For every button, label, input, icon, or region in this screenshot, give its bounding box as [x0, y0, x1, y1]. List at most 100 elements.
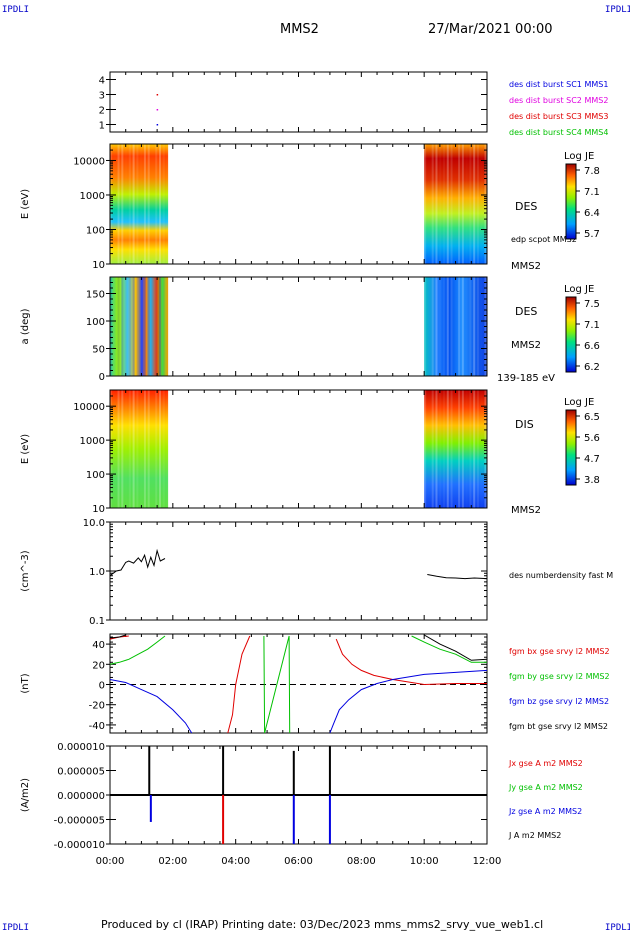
- dis-energy-texture-stripe: [140, 390, 142, 508]
- panel-frame-0: [109, 71, 488, 133]
- des-energy-texture-stripe: [450, 144, 453, 264]
- des-energy-texture-stripe: [431, 144, 434, 264]
- des-pitch-texture-stripe: [132, 277, 135, 376]
- des-pitch-texture-stripe: [155, 277, 158, 376]
- dis-energy-texture-stripe: [162, 390, 165, 508]
- des-energy-texture-stripe: [466, 144, 468, 264]
- corner-label-top-left: IPDLI: [2, 5, 30, 15]
- bfield-series-line: [227, 635, 251, 734]
- des-energy-texture-stripe: [476, 144, 479, 264]
- des-pitch-texture-stripe: [147, 277, 150, 376]
- burst-legend-entry: des dist burst SC3 MMS3: [509, 112, 608, 121]
- des-pitch-texture-stripe: [121, 277, 124, 376]
- des-pitch-texture-stripe: [469, 277, 472, 376]
- dis-energy-texture-stripe: [446, 390, 449, 508]
- burst-y-tick-label: 4: [99, 76, 105, 87]
- dis-energy-texture-stripe: [469, 390, 472, 508]
- bfield-series-line: [109, 634, 126, 639]
- des-pitch-texture-stripe: [151, 277, 153, 376]
- current-y-tick-label: 0.000005: [57, 767, 105, 778]
- des-energy-colorbar-tick-label: 5.7: [584, 229, 600, 240]
- bfield-series-line: [423, 634, 488, 661]
- burst-y-tick-label: 1: [99, 121, 105, 132]
- burst-legend-entry: des dist burst SC1 MMS1: [509, 80, 608, 89]
- des-energy-colorbar-title: Log JE: [564, 151, 594, 162]
- des-energy-right-label: MMS2: [511, 261, 541, 272]
- des-energy-texture-stripe: [454, 144, 456, 264]
- current-y-tick-label: 0.000000: [57, 791, 105, 802]
- dis-energy-texture-stripe: [424, 390, 427, 508]
- des-pitch-ylabel: a (deg): [20, 308, 31, 344]
- dis-energy-texture-stripe: [110, 390, 112, 508]
- des-pitch-colorbar-tick-label: 6.2: [584, 362, 600, 373]
- dis-energy-texture-stripe: [114, 390, 116, 508]
- des-pitch-y-tick-label: 150: [86, 290, 105, 301]
- footer-credits: Produced by cl (IRAP) Printing date: 03/…: [101, 918, 544, 931]
- dis-energy-texture-stripe: [454, 390, 456, 508]
- des-pitch-texture-stripe: [461, 277, 464, 376]
- burst-point: [156, 109, 159, 111]
- density-series-line: [427, 574, 488, 580]
- dis-energy-texture-stripe: [484, 390, 487, 508]
- bfield-y-tick-label: 40: [92, 640, 105, 651]
- bfield-series-line: [263, 635, 291, 734]
- dis-energy-texture-stripe: [159, 390, 162, 508]
- des-pitch-right-label: MMS2: [511, 340, 541, 351]
- dis-energy-texture-stripe: [136, 390, 139, 508]
- bfield-y-tick-label: -20: [89, 701, 105, 712]
- des-energy-texture-stripe: [117, 144, 120, 264]
- des-pitch-texture-stripe: [481, 277, 483, 376]
- x-tick-label: 00:00: [96, 856, 125, 867]
- des-pitch-texture-stripe: [167, 277, 169, 376]
- des-energy-texture-stripe: [469, 144, 472, 264]
- des-energy-texture-stripe: [125, 144, 127, 264]
- des-pitch-texture-stripe: [125, 277, 127, 376]
- density-y-tick-label: 10.0: [83, 518, 105, 529]
- des-energy-y-tick-label: 1000: [80, 191, 105, 202]
- density-ylabel: (cm^-3): [20, 550, 31, 591]
- density-series-label: des numberdensity fast M: [509, 571, 613, 580]
- density-y-tick-label: 0.1: [89, 616, 105, 627]
- des-pitch-texture-stripe: [473, 277, 476, 376]
- des-pitch-texture-stripe: [458, 277, 461, 376]
- des-pitch-texture-stripe: [136, 277, 139, 376]
- dis-energy-texture-stripe: [143, 390, 146, 508]
- dis-energy-texture-stripe: [125, 390, 127, 508]
- dis-energy-texture-stripe: [435, 390, 438, 508]
- dis-energy-y-tick-label: 10000: [73, 402, 105, 413]
- des-energy-texture-stripe: [140, 144, 142, 264]
- x-tick-label: 10:00: [410, 856, 439, 867]
- dis-energy-texture-stripe: [121, 390, 124, 508]
- dis-energy-texture-stripe: [132, 390, 135, 508]
- des-energy-texture-stripe: [461, 144, 464, 264]
- des-pitch-colorbar-tick-label: 6.6: [584, 341, 600, 352]
- des-pitch-texture-stripe: [439, 277, 441, 376]
- des-energy-spectrogram-block: [424, 144, 487, 264]
- bfield-series-line: [411, 635, 487, 663]
- current-series-label: Jy gse A m2 MMS2: [508, 783, 583, 792]
- x-tick-label: 08:00: [347, 856, 376, 867]
- bfield-series-line: [335, 638, 487, 686]
- current-series-label: Jz gse A m2 MMS2: [508, 807, 582, 816]
- des-energy-texture-stripe: [424, 144, 427, 264]
- dis-energy-texture-stripe: [151, 390, 153, 508]
- des-energy-texture-stripe: [114, 144, 116, 264]
- bfield-series-label: fgm bx gse srvy l2 MMS2: [509, 647, 610, 656]
- des-energy-texture-stripe: [446, 144, 449, 264]
- des-pitch-texture-stripe: [446, 277, 449, 376]
- dis-energy-ylabel: E (eV): [20, 434, 31, 464]
- des-pitch-spectrogram-block: [110, 277, 169, 376]
- dis-energy-colorbar-tick-label: 5.6: [584, 433, 600, 444]
- bfield-series-label: fgm bz gse srvy l2 MMS2: [509, 697, 609, 706]
- panel-frame-4: [109, 521, 488, 621]
- dis-energy-colorbar-tick-label: 4.7: [584, 454, 600, 465]
- dis-energy-spectrogram-block: [424, 390, 487, 508]
- des-pitch-texture-stripe: [128, 277, 131, 376]
- x-tick-label: 02:00: [158, 856, 187, 867]
- corner-label-bottom-right: IPDLI: [605, 923, 630, 933]
- des-pitch-texture-stripe: [424, 277, 427, 376]
- des-pitch-species-label: DES: [515, 305, 537, 318]
- des-energy-texture-stripe: [162, 144, 165, 264]
- des-energy-texture-stripe: [458, 144, 461, 264]
